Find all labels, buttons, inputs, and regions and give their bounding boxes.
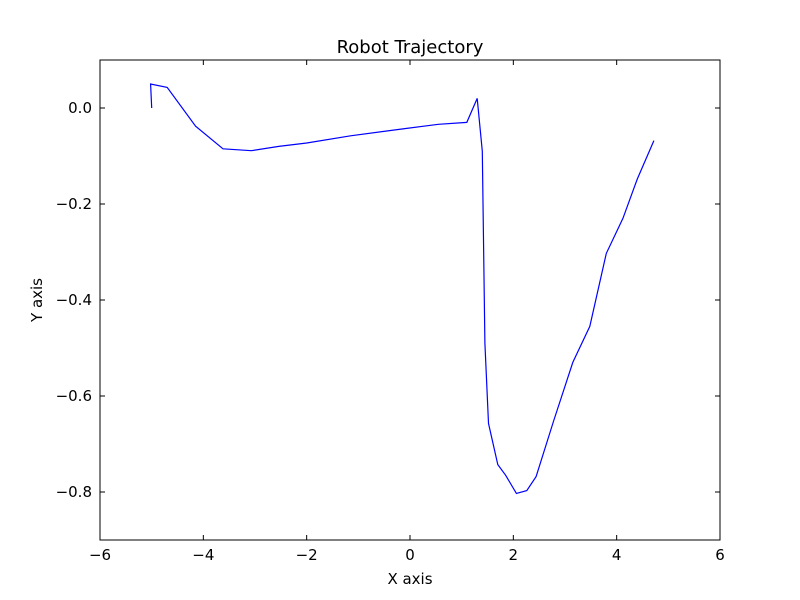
x-axis-label: X axis <box>387 570 432 588</box>
y-tick-label: −0.8 <box>56 483 92 501</box>
x-tick-label: −2 <box>296 546 318 564</box>
x-tick-label: −6 <box>89 546 111 564</box>
x-tick-label: 2 <box>509 546 519 564</box>
x-tick-label: −4 <box>192 546 214 564</box>
x-tick-label: 0 <box>405 546 415 564</box>
y-tick-label: −0.2 <box>56 195 92 213</box>
plot-area <box>149 83 655 495</box>
series-line-0 <box>149 83 655 495</box>
ticks: −6 −4 −2 0 2 4 6 0.0 −0.2 −0.4 −0.6 −0.8 <box>56 60 725 564</box>
y-tick-label: −0.6 <box>56 387 92 405</box>
x-tick-label: 6 <box>715 546 725 564</box>
chart-title: Robot Trajectory <box>337 37 484 58</box>
x-tick-label: 4 <box>612 546 622 564</box>
y-tick-label: −0.4 <box>56 291 92 309</box>
y-tick-label: 0.0 <box>68 99 92 117</box>
y-axis-label: Y axis <box>28 278 46 323</box>
